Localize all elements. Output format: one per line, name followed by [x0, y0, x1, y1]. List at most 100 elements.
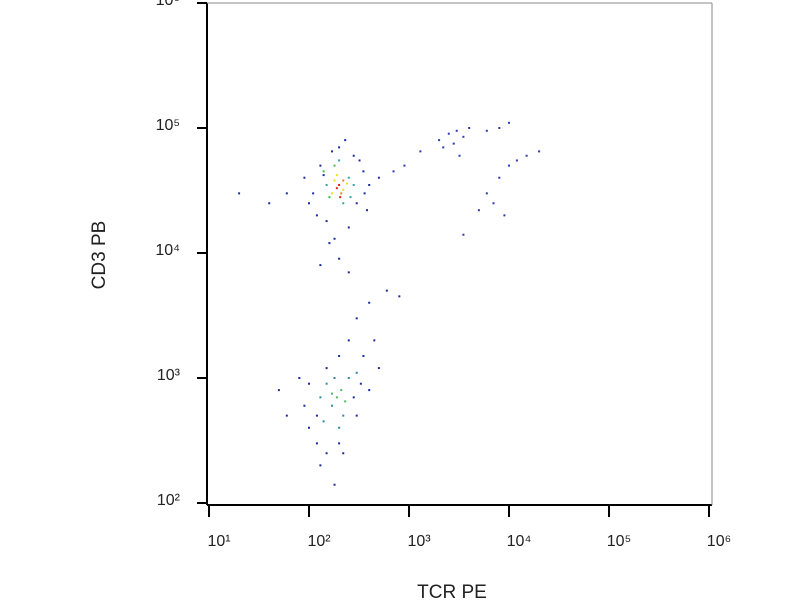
event-dot — [355, 371, 358, 374]
event-dot — [303, 176, 306, 179]
event-dot — [477, 209, 480, 212]
event-dot — [368, 301, 371, 304]
event-dot — [362, 354, 365, 357]
event-dot — [333, 164, 336, 167]
x-tick-label: 10¹ — [207, 533, 230, 550]
event-dot — [325, 220, 328, 223]
event-dot — [333, 237, 336, 240]
event-dot — [442, 146, 445, 149]
event-dot — [385, 289, 388, 292]
event-dot — [325, 367, 328, 370]
event-dot — [338, 426, 341, 429]
event-dot — [344, 139, 347, 142]
x-tick-label: 10⁵ — [607, 533, 631, 550]
event-dot — [462, 135, 465, 138]
event-dot — [328, 196, 331, 199]
event-dot — [347, 176, 350, 179]
event-dot — [508, 164, 510, 167]
event-dot — [308, 426, 310, 429]
event-dot — [363, 192, 366, 195]
event-dot — [419, 150, 422, 153]
event-dot — [468, 127, 471, 129]
x-tick-label: 10³ — [407, 533, 431, 550]
x-axis-title: TCR PE — [417, 582, 487, 600]
event-dot — [498, 127, 501, 129]
event-dot — [338, 159, 341, 162]
event-dot — [331, 150, 334, 153]
event-dot — [338, 183, 341, 186]
event-dot — [342, 188, 345, 191]
event-dot — [368, 183, 371, 186]
event-dot — [308, 202, 310, 205]
y-tick-label: 10⁵ — [156, 117, 180, 134]
event-dot — [392, 170, 395, 173]
x-tick-label: 10⁶ — [707, 533, 731, 550]
event-dot — [342, 179, 345, 182]
event-dot — [377, 367, 380, 370]
event-dot — [319, 264, 322, 267]
event-dot — [322, 174, 325, 177]
y-axis-title: CD3 PB — [89, 221, 110, 290]
event-dot — [298, 377, 301, 379]
event-dot — [347, 339, 350, 342]
event-dot — [365, 209, 368, 212]
event-dot — [358, 159, 361, 162]
event-dot — [447, 132, 450, 135]
event-dot — [315, 214, 318, 217]
event-dot — [333, 483, 336, 486]
event-dot — [338, 146, 341, 149]
event-dot — [355, 317, 358, 320]
event-dot — [285, 192, 288, 195]
event-dot — [338, 257, 341, 260]
event-dot — [498, 176, 501, 179]
event-dot — [238, 192, 241, 195]
event-dot — [339, 196, 342, 199]
event-dot — [352, 154, 355, 157]
event-dot — [377, 176, 380, 179]
event-dot — [503, 214, 506, 217]
event-dot — [338, 354, 341, 357]
event-dot — [485, 192, 488, 195]
event-dot — [515, 159, 518, 162]
event-dot — [319, 164, 322, 167]
event-dot — [373, 339, 376, 342]
event-dot — [525, 154, 528, 157]
event-dot — [347, 226, 350, 229]
event-dot — [352, 396, 355, 399]
event-dot — [338, 442, 341, 445]
event-dot — [322, 420, 325, 423]
event-dot — [347, 271, 350, 274]
event-dot — [346, 182, 349, 185]
event-dot — [340, 389, 343, 392]
event-dot — [340, 192, 343, 195]
event-dot — [277, 389, 280, 392]
event-dot — [538, 150, 541, 153]
event-dot — [308, 382, 310, 385]
event-dot — [331, 192, 334, 195]
event-dot — [268, 202, 271, 205]
event-dot — [342, 452, 345, 455]
event-dot — [325, 183, 328, 186]
event-dot — [485, 129, 488, 132]
event-dot — [335, 174, 338, 177]
event-dot — [359, 382, 362, 385]
event-dot — [458, 154, 461, 157]
event-dot — [315, 414, 318, 417]
event-dot — [455, 129, 458, 132]
y-tick-label: 10⁶ — [156, 0, 180, 9]
event-dot — [438, 139, 441, 142]
event-dot — [335, 187, 338, 190]
event-dot — [492, 202, 495, 205]
event-dot — [303, 404, 306, 407]
event-dot — [319, 464, 322, 467]
event-dot — [352, 183, 355, 186]
event-dot — [331, 392, 334, 395]
event-dot — [344, 400, 347, 403]
event-dot — [312, 192, 315, 195]
x-tick-label: 10² — [307, 533, 331, 550]
event-dot — [398, 295, 401, 298]
event-dot — [331, 404, 334, 407]
event-dot — [315, 442, 318, 445]
y-tick-label: 10² — [157, 492, 181, 509]
